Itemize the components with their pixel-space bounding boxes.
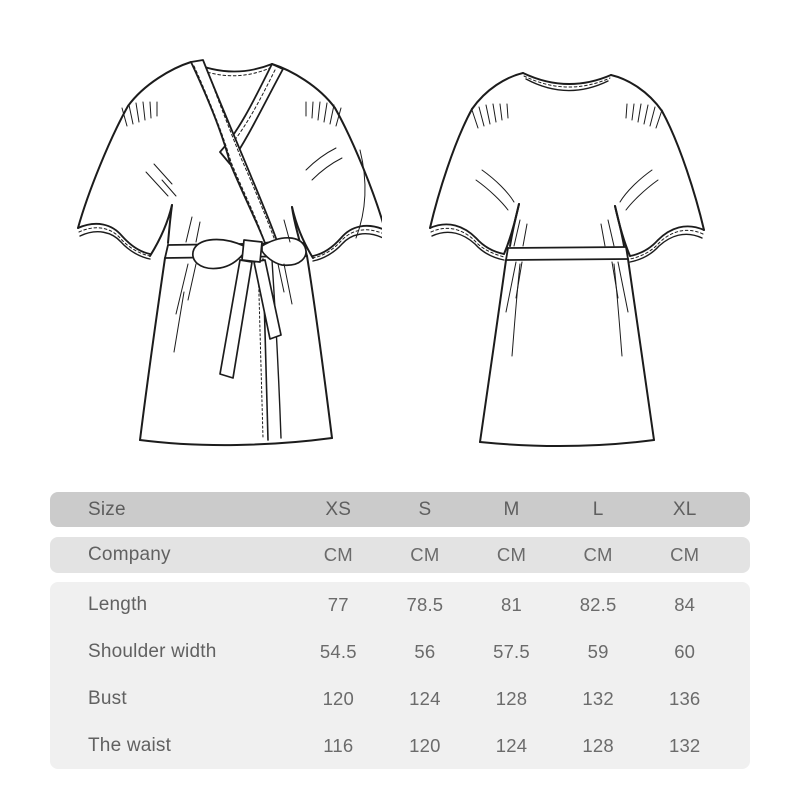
unit-cell: CM [410,544,440,565]
size-col-s: S [418,498,432,520]
size-chart-table: Size XS S M L XL Company CM CM CM CM CM … [50,492,750,769]
row-label: Shoulder width [88,641,217,663]
table-row-length: Length 77 78.5 81 82.5 84 [50,582,750,629]
value-cell: 132 [582,687,614,709]
kimono-back-sketch-svg [429,72,705,447]
measurement-rows: Length 77 78.5 81 82.5 84 Shoulder width… [50,582,750,769]
table-row-shoulder-width: Shoulder width 54.5 56 57.5 59 60 [50,629,750,676]
value-cell: 60 [674,641,696,663]
value-cell: 120 [322,687,355,709]
value-cell: 84 [674,594,696,616]
value-cell: 124 [495,734,528,756]
kimono-front-drawing [72,52,382,452]
value-cell: 56 [414,641,436,663]
value-cell: 81 [501,594,522,616]
unit-row-label: Company [88,544,171,565]
size-col-xl: XL [672,498,697,520]
value-cell: 120 [409,734,441,756]
value-cell: 54.5 [319,641,357,663]
size-col-l: L [592,498,604,520]
table-row-bust: Bust 120 124 128 132 136 [50,676,750,723]
row-label: Bust [88,687,127,709]
row-label: Length [88,594,148,616]
unit-cell: CM [583,544,613,565]
size-col-m: M [503,498,520,520]
value-cell: 128 [582,734,614,756]
value-cell: 124 [409,687,441,709]
value-cell: 136 [668,687,701,709]
value-cell: 82.5 [579,594,617,616]
row-label: The waist [88,734,172,756]
value-cell: 132 [668,734,701,756]
size-header-row: Size XS S M L XL [50,492,750,527]
value-cell: 57.5 [493,641,530,663]
kimono-back-drawing [420,52,720,452]
size-header-label: Size [88,498,126,520]
value-cell: 116 [323,734,354,756]
value-cell: 128 [495,687,528,709]
value-cell: 78.5 [406,594,444,616]
value-cell: 77 [327,594,349,616]
unit-row: Company CM CM CM CM CM [50,537,750,573]
kimono-front-sketch-svg [77,59,382,447]
size-col-xs: XS [325,498,352,520]
table-row-the-waist: The waist 116 120 124 128 132 [50,722,750,769]
unit-cell: CM [670,544,700,565]
unit-cell: CM [323,544,353,565]
value-cell: 59 [587,641,609,663]
unit-cell: CM [496,544,527,565]
